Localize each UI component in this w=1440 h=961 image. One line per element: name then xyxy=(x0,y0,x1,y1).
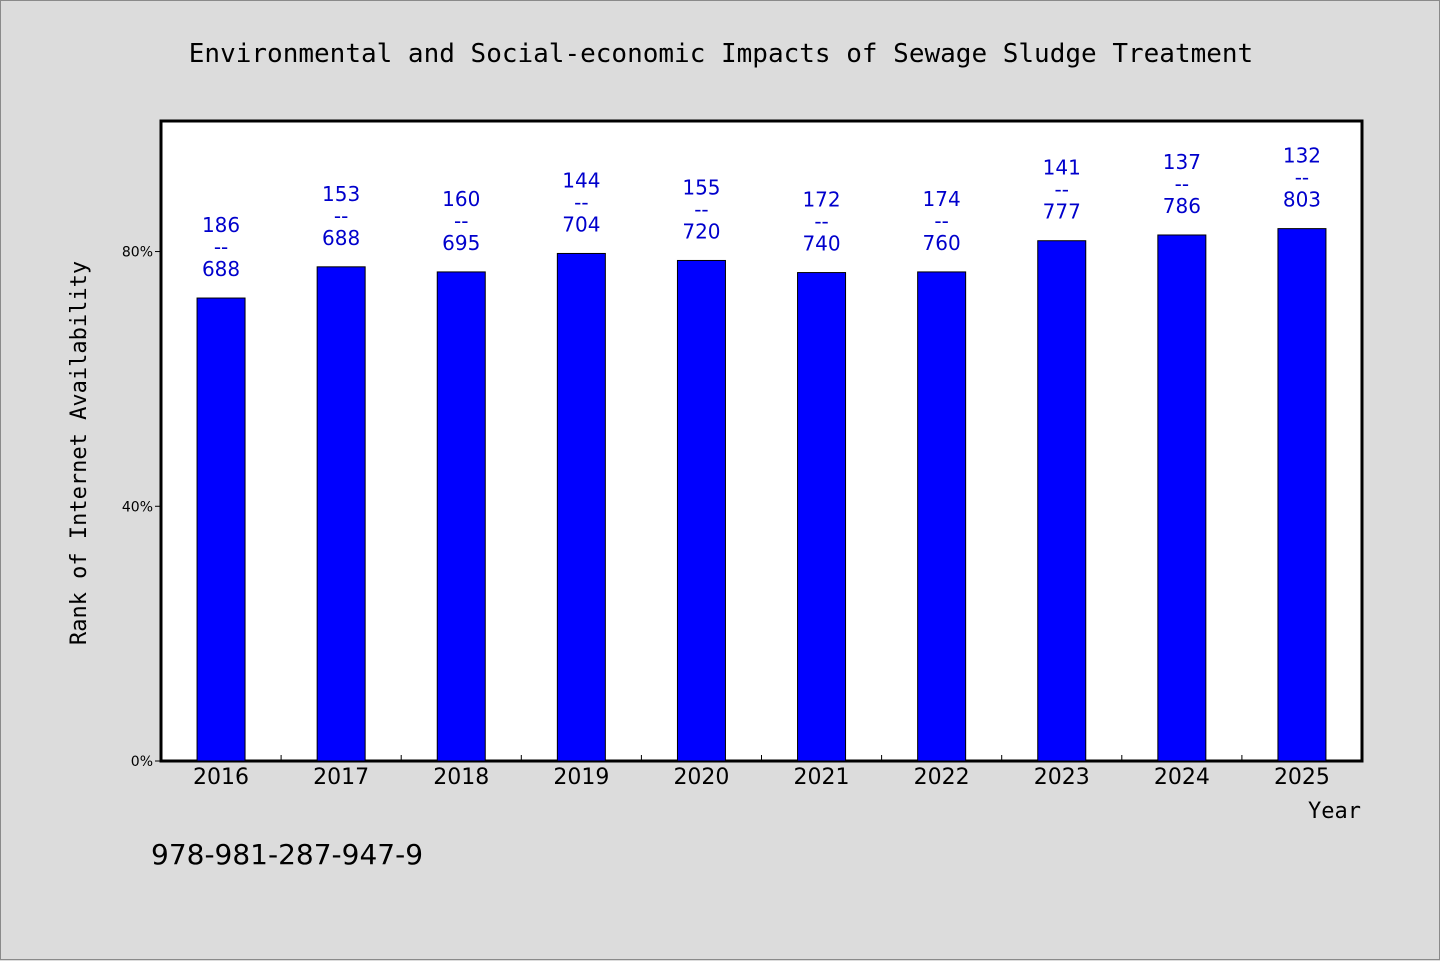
data-label-sep: -- xyxy=(214,235,228,259)
x-tick-label: 2020 xyxy=(673,765,729,790)
data-label-top: 174 xyxy=(923,187,961,211)
bar-2025 xyxy=(1277,228,1327,762)
data-label-bottom: 777 xyxy=(1043,200,1081,224)
x-axis-ticks: 2016 2017 2018 2019 2020 2021 2022 2023 2024 2025 xyxy=(193,755,1330,790)
isbn-text: 978-981-287-947-9 xyxy=(151,838,423,871)
x-tick-label: 2017 xyxy=(313,765,369,790)
chart-title: Environmental and Social-economic Impact… xyxy=(189,39,1253,69)
data-label-top: 144 xyxy=(562,168,600,192)
data-label-sep: -- xyxy=(1175,172,1189,196)
x-tick-label: 2019 xyxy=(553,765,609,790)
data-label-sep: -- xyxy=(814,210,828,234)
bar-2020 xyxy=(676,259,726,762)
data-label-top: 155 xyxy=(682,175,720,199)
x-tick-label: 2021 xyxy=(794,765,850,790)
bar-2023 xyxy=(1037,240,1087,762)
bar-2017 xyxy=(316,266,366,762)
y-tick-label: 40% xyxy=(122,499,153,515)
data-label-bottom: 803 xyxy=(1283,188,1321,212)
data-label-top: 153 xyxy=(322,182,360,206)
bar-2019 xyxy=(556,252,606,762)
x-tick-label: 2016 xyxy=(193,765,249,790)
data-label-sep: -- xyxy=(574,190,588,214)
data-label-top: 141 xyxy=(1043,156,1081,180)
data-label-top: 137 xyxy=(1163,150,1201,174)
data-label-bottom: 760 xyxy=(923,231,961,255)
y-tick-label: 0% xyxy=(131,754,153,770)
data-label-sep: -- xyxy=(934,209,948,233)
y-axis-label: Rank of Internet Availability xyxy=(67,261,92,645)
data-label-bottom: 786 xyxy=(1163,194,1201,218)
y-tick-label: 80% xyxy=(122,245,153,261)
x-tick-label: 2023 xyxy=(1034,765,1090,790)
data-labels-group: 186--688153--688160--695144--704155--720… xyxy=(202,144,1321,281)
y-axis-ticks: 0% 40% 80% xyxy=(122,245,161,770)
bar-2018 xyxy=(436,271,486,762)
data-label-bottom: 740 xyxy=(802,232,840,256)
bar-2024 xyxy=(1157,234,1207,762)
x-tick-label: 2018 xyxy=(433,765,489,790)
data-label-bottom: 704 xyxy=(562,212,600,236)
data-label-bottom: 720 xyxy=(682,219,720,243)
x-axis-label: Year xyxy=(1308,799,1361,824)
data-label-bottom: 688 xyxy=(322,226,360,250)
data-label-top: 160 xyxy=(442,187,480,211)
data-label-sep: -- xyxy=(1055,178,1069,202)
data-label-top: 172 xyxy=(802,188,840,212)
data-label-bottom: 695 xyxy=(442,231,480,255)
data-label-top: 186 xyxy=(202,213,240,237)
x-tick-label: 2025 xyxy=(1274,765,1330,790)
data-label-bottom: 688 xyxy=(202,257,240,281)
bar-2021 xyxy=(797,272,847,762)
bar-2022 xyxy=(917,271,967,762)
bar-2016 xyxy=(196,297,246,762)
data-label-sep: -- xyxy=(694,197,708,221)
x-tick-label: 2022 xyxy=(914,765,970,790)
data-label-top: 132 xyxy=(1283,144,1321,168)
data-label-sep: -- xyxy=(454,209,468,233)
bars-group xyxy=(196,228,1327,762)
x-tick-label: 2024 xyxy=(1154,765,1210,790)
data-label-sep: -- xyxy=(334,204,348,228)
data-label-sep: -- xyxy=(1295,166,1309,190)
